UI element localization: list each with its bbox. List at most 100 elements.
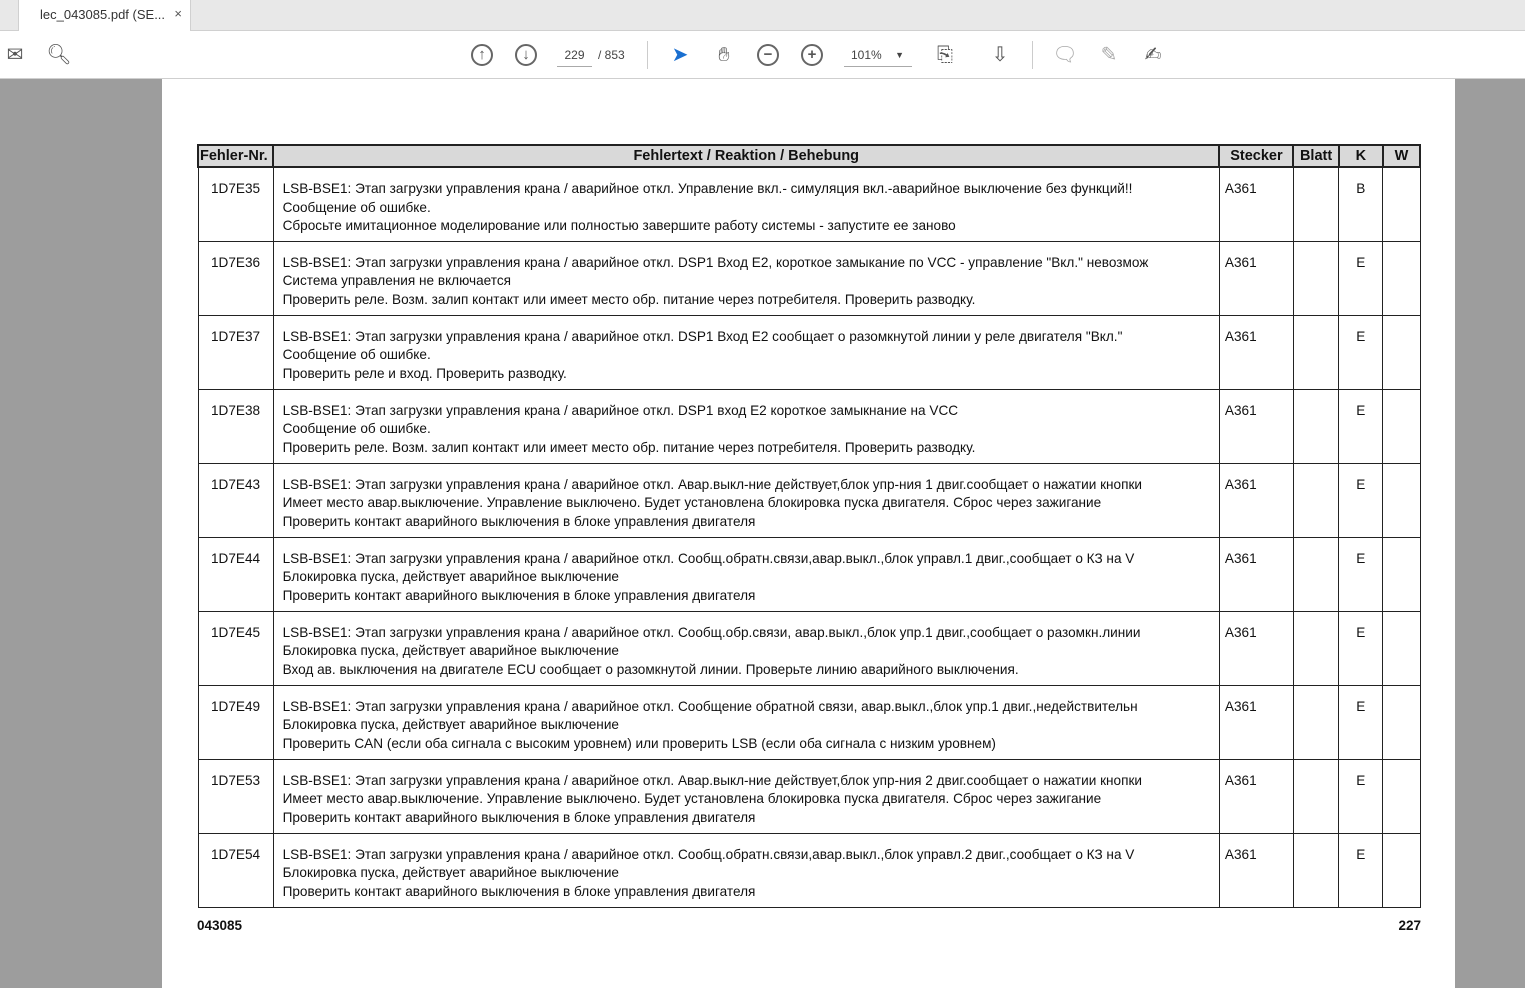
close-tab-icon[interactable]: × [174, 6, 182, 21]
next-page-icon[interactable]: ↓ [515, 44, 537, 66]
page-footer: 043085 227 [197, 918, 1421, 938]
w-cell [1382, 314, 1421, 390]
k-cell: E [1338, 758, 1384, 834]
page-number-input[interactable]: 229 [557, 45, 592, 67]
error-reaction: Блокировка пуска, действует аварийное вы… [282, 569, 619, 584]
error-text: LSB-BSE1: Этап загрузки управления крана… [272, 388, 1220, 464]
error-description: LSB-BSE1: Этап загрузки управления крана… [282, 476, 1143, 492]
scroll-mode-icon[interactable]: ⇩ [991, 44, 1009, 66]
error-remedy: Проверить контакт аварийного выключения … [282, 513, 756, 529]
w-cell [1382, 610, 1421, 686]
error-text: LSB-BSE1: Этап загрузки управления крана… [272, 314, 1220, 390]
error-reaction: Сообщение об ошибке. [282, 199, 431, 215]
error-text: LSB-BSE1: Этап загрузки управления крана… [272, 536, 1220, 612]
sign-icon[interactable]: ✍︎ [1144, 44, 1162, 66]
header-k: K [1337, 144, 1384, 168]
stecker-cell: A361 [1218, 462, 1294, 538]
blatt-cell [1292, 462, 1340, 538]
highlight-icon[interactable]: ✎ [1100, 44, 1118, 66]
table-row: 1D7E45 LSB-BSE1: Этап загрузки управлени… [197, 610, 1421, 686]
zoom-in-icon[interactable]: + [801, 44, 823, 66]
header-stecker: Stecker [1218, 144, 1295, 168]
error-number: 1D7E36 [197, 240, 274, 316]
comment-icon[interactable]: 🗨︎ [1052, 44, 1078, 66]
select-tool-icon[interactable]: ➤ [671, 44, 689, 66]
table-row: 1D7E37 LSB-BSE1: Этап загрузки управлени… [197, 314, 1421, 390]
search-icon[interactable]: 🔍︎ [46, 44, 72, 66]
k-cell: E [1338, 462, 1384, 538]
table-row: 1D7E38 LSB-BSE1: Этап загрузки управлени… [197, 388, 1421, 464]
error-reaction: Сообщение об ошибке. [282, 421, 431, 436]
stecker-cell: A361 [1218, 832, 1294, 908]
error-description: LSB-BSE1: Этап загрузки управления крана… [282, 402, 959, 418]
error-number: 1D7E35 [197, 166, 274, 242]
error-remedy: Проверить реле и вход. Проверить разводк… [282, 365, 567, 381]
error-description: LSB-BSE1: Этап загрузки управления крана… [282, 846, 1135, 862]
error-number: 1D7E54 [197, 832, 274, 908]
error-text: LSB-BSE1: Этап загрузки управления крана… [272, 610, 1220, 686]
error-remedy: Проверить реле. Возм. залип контакт или … [282, 291, 976, 307]
w-cell [1382, 388, 1421, 464]
header-blatt: Blatt [1292, 144, 1340, 168]
error-number: 1D7E53 [197, 758, 274, 834]
error-number: 1D7E45 [197, 610, 274, 686]
error-description: LSB-BSE1: Этап загрузки управления крана… [282, 328, 1123, 344]
stecker-cell: A361 [1218, 314, 1294, 390]
k-cell: E [1338, 684, 1384, 760]
error-reaction: Имеет место авар.выключение. Управление … [282, 791, 1102, 806]
error-description: LSB-BSE1: Этап загрузки управления крана… [282, 624, 1141, 640]
w-cell [1382, 832, 1421, 908]
stecker-cell: A361 [1218, 758, 1294, 834]
error-remedy: Проверить контакт аварийного выключения … [282, 587, 756, 603]
k-cell: E [1338, 240, 1384, 316]
error-text: LSB-BSE1: Этап загрузки управления крана… [272, 758, 1220, 834]
error-reaction: Имеет место авар.выключение. Управление … [282, 495, 1102, 510]
divider [647, 41, 648, 69]
k-cell: E [1338, 610, 1384, 686]
table-row: 1D7E43 LSB-BSE1: Этап загрузки управлени… [197, 462, 1421, 538]
error-description: LSB-BSE1: Этап загрузки управления крана… [282, 772, 1143, 788]
fit-page-icon[interactable]: ⎘ [937, 44, 953, 66]
email-icon[interactable]: ✉ [6, 44, 24, 66]
table-row: 1D7E54 LSB-BSE1: Этап загрузки управлени… [197, 832, 1421, 908]
error-remedy: Вход ав. выключения на двигателе ECU соо… [282, 661, 1019, 677]
error-number: 1D7E37 [197, 314, 274, 390]
error-text: LSB-BSE1: Этап загрузки управления крана… [272, 684, 1220, 760]
error-text: LSB-BSE1: Этап загрузки управления крана… [272, 462, 1220, 538]
error-text: LSB-BSE1: Этап загрузки управления крана… [272, 166, 1220, 242]
hand-tool-icon[interactable]: ✋︎ [718, 44, 730, 66]
header-w: W [1381, 144, 1422, 168]
zoom-value: 101% [851, 48, 882, 62]
blatt-cell [1292, 758, 1340, 834]
error-reaction: Сообщение об ошибке. [282, 347, 431, 362]
error-remedy: Проверить реле. Возм. залип контакт или … [282, 439, 976, 455]
error-text: LSB-BSE1: Этап загрузки управления крана… [272, 832, 1220, 908]
blatt-cell [1292, 684, 1340, 760]
chevron-down-icon: ▼ [895, 50, 904, 60]
w-cell [1382, 166, 1421, 242]
error-description: LSB-BSE1: Этап загрузки управления крана… [282, 698, 1138, 714]
error-reaction: Блокировка пуска, действует аварийное вы… [282, 865, 619, 880]
blatt-cell [1292, 610, 1340, 686]
table-row: 1D7E44 LSB-BSE1: Этап загрузки управлени… [197, 536, 1421, 612]
k-cell: E [1338, 832, 1384, 908]
error-table: Fehler-Nr. Fehlertext / Reaktion / Beheb… [196, 144, 1422, 908]
w-cell [1382, 536, 1421, 612]
previous-page-icon[interactable]: ↑ [471, 44, 493, 66]
error-remedy: Сбросьте имитационное моделирование или … [282, 218, 956, 233]
error-number: 1D7E43 [197, 462, 274, 538]
error-remedy: Проверить CAN (если оба сигнала с высоки… [282, 735, 996, 751]
error-number: 1D7E44 [197, 536, 274, 612]
header-fehlertext: Fehlertext / Reaktion / Behebung [272, 144, 1221, 168]
divider [1032, 41, 1033, 69]
zoom-out-icon[interactable]: − [757, 44, 779, 66]
tab-bar: lec_043085.pdf (SE... × [0, 0, 1525, 32]
k-cell: E [1338, 388, 1384, 464]
blatt-cell [1292, 240, 1340, 316]
error-description: LSB-BSE1: Этап загрузки управления крана… [282, 550, 1135, 566]
zoom-select[interactable]: 101% ▼ [844, 45, 912, 67]
error-reaction: Блокировка пуска, действует аварийное вы… [282, 643, 619, 658]
error-description: LSB-BSE1: Этап загрузки управления крана… [282, 254, 1149, 270]
error-number: 1D7E38 [197, 388, 274, 464]
document-tab[interactable]: lec_043085.pdf (SE... × [18, 0, 191, 32]
